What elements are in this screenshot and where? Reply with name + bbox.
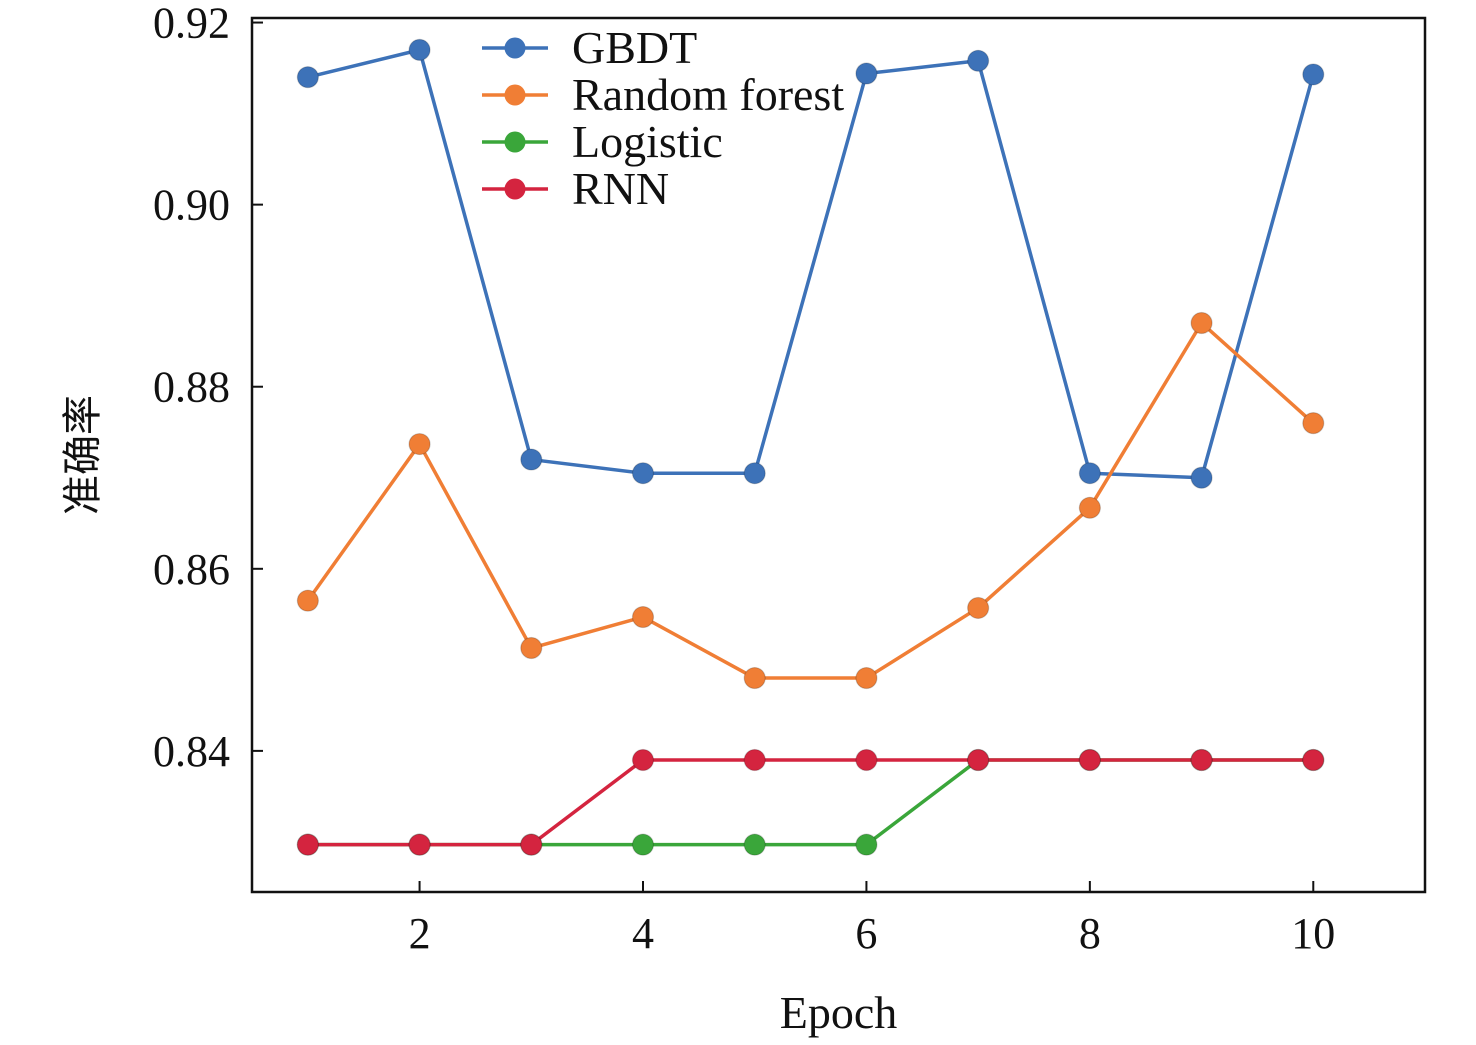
x-axis-label: Epoch bbox=[780, 987, 898, 1038]
series-0-point bbox=[631, 462, 655, 485]
series-3-point bbox=[967, 748, 990, 772]
legend-marker bbox=[504, 37, 526, 59]
series-3-point bbox=[1190, 748, 1213, 772]
series-lines bbox=[306, 48, 1315, 847]
series-1-point bbox=[631, 605, 655, 629]
series-3-point bbox=[743, 748, 766, 772]
series-1-point bbox=[1078, 496, 1101, 519]
y-tick-label: 0.90 bbox=[153, 181, 230, 230]
series-0-point bbox=[967, 49, 990, 72]
legend-label: Random forest bbox=[572, 69, 844, 120]
series-1-point bbox=[1302, 412, 1325, 435]
x-tick-label: 6 bbox=[855, 909, 877, 958]
series-0-point bbox=[743, 462, 766, 485]
series-line-3 bbox=[307, 758, 1314, 847]
series-2-point bbox=[631, 833, 655, 856]
x-tick-label: 2 bbox=[409, 909, 431, 958]
y-tick-label: 0.92 bbox=[153, 0, 230, 48]
legend-marker bbox=[504, 131, 526, 153]
x-tick-label: 10 bbox=[1291, 909, 1335, 958]
series-1-point bbox=[408, 432, 431, 456]
series-2-point bbox=[743, 833, 766, 856]
series-3-point bbox=[1302, 748, 1325, 772]
series-markers bbox=[296, 38, 1325, 856]
y-axis-ticks: 0.84 0.86 0.88 0.90 0.92 bbox=[153, 0, 263, 776]
series-1-point bbox=[743, 666, 766, 690]
y-tick-label: 0.88 bbox=[153, 363, 230, 412]
legend-marker bbox=[504, 178, 526, 200]
series-0-point bbox=[408, 38, 431, 61]
y-tick-label: 0.86 bbox=[153, 545, 230, 594]
series-1-point bbox=[855, 666, 878, 690]
series-3-point bbox=[520, 833, 543, 856]
series-3-point bbox=[296, 833, 319, 856]
plot-frame bbox=[250, 16, 1427, 894]
series-3-point bbox=[1078, 748, 1101, 772]
legend-label: GBDT bbox=[572, 22, 697, 73]
y-axis-label: 准确率 bbox=[60, 395, 106, 515]
series-0-point bbox=[1302, 63, 1325, 86]
series-0-point bbox=[296, 66, 319, 89]
series-1-point bbox=[296, 589, 319, 612]
series-0-point bbox=[1078, 462, 1101, 485]
series-0-point bbox=[855, 62, 878, 85]
series-line-2 bbox=[307, 758, 1314, 847]
legend-label: RNN bbox=[572, 163, 669, 214]
series-0-point bbox=[520, 448, 543, 471]
series-3-point bbox=[855, 748, 878, 772]
series-line-1 bbox=[306, 321, 1315, 680]
legend-label: Logistic bbox=[572, 116, 723, 167]
series-line-0 bbox=[307, 48, 1315, 480]
x-tick-label: 4 bbox=[632, 909, 654, 958]
series-3-point bbox=[631, 748, 655, 772]
series-3-point bbox=[408, 833, 431, 856]
legend-marker bbox=[504, 84, 526, 106]
x-tick-label: 8 bbox=[1079, 909, 1101, 958]
series-1-point bbox=[520, 636, 543, 660]
series-2-point bbox=[855, 833, 878, 856]
y-tick-label: 0.84 bbox=[153, 727, 230, 776]
series-1-point bbox=[967, 596, 990, 620]
series-0-point bbox=[1190, 466, 1213, 489]
series-1-point bbox=[1190, 311, 1213, 335]
x-axis-ticks: 2 4 6 8 10 bbox=[409, 881, 1335, 958]
